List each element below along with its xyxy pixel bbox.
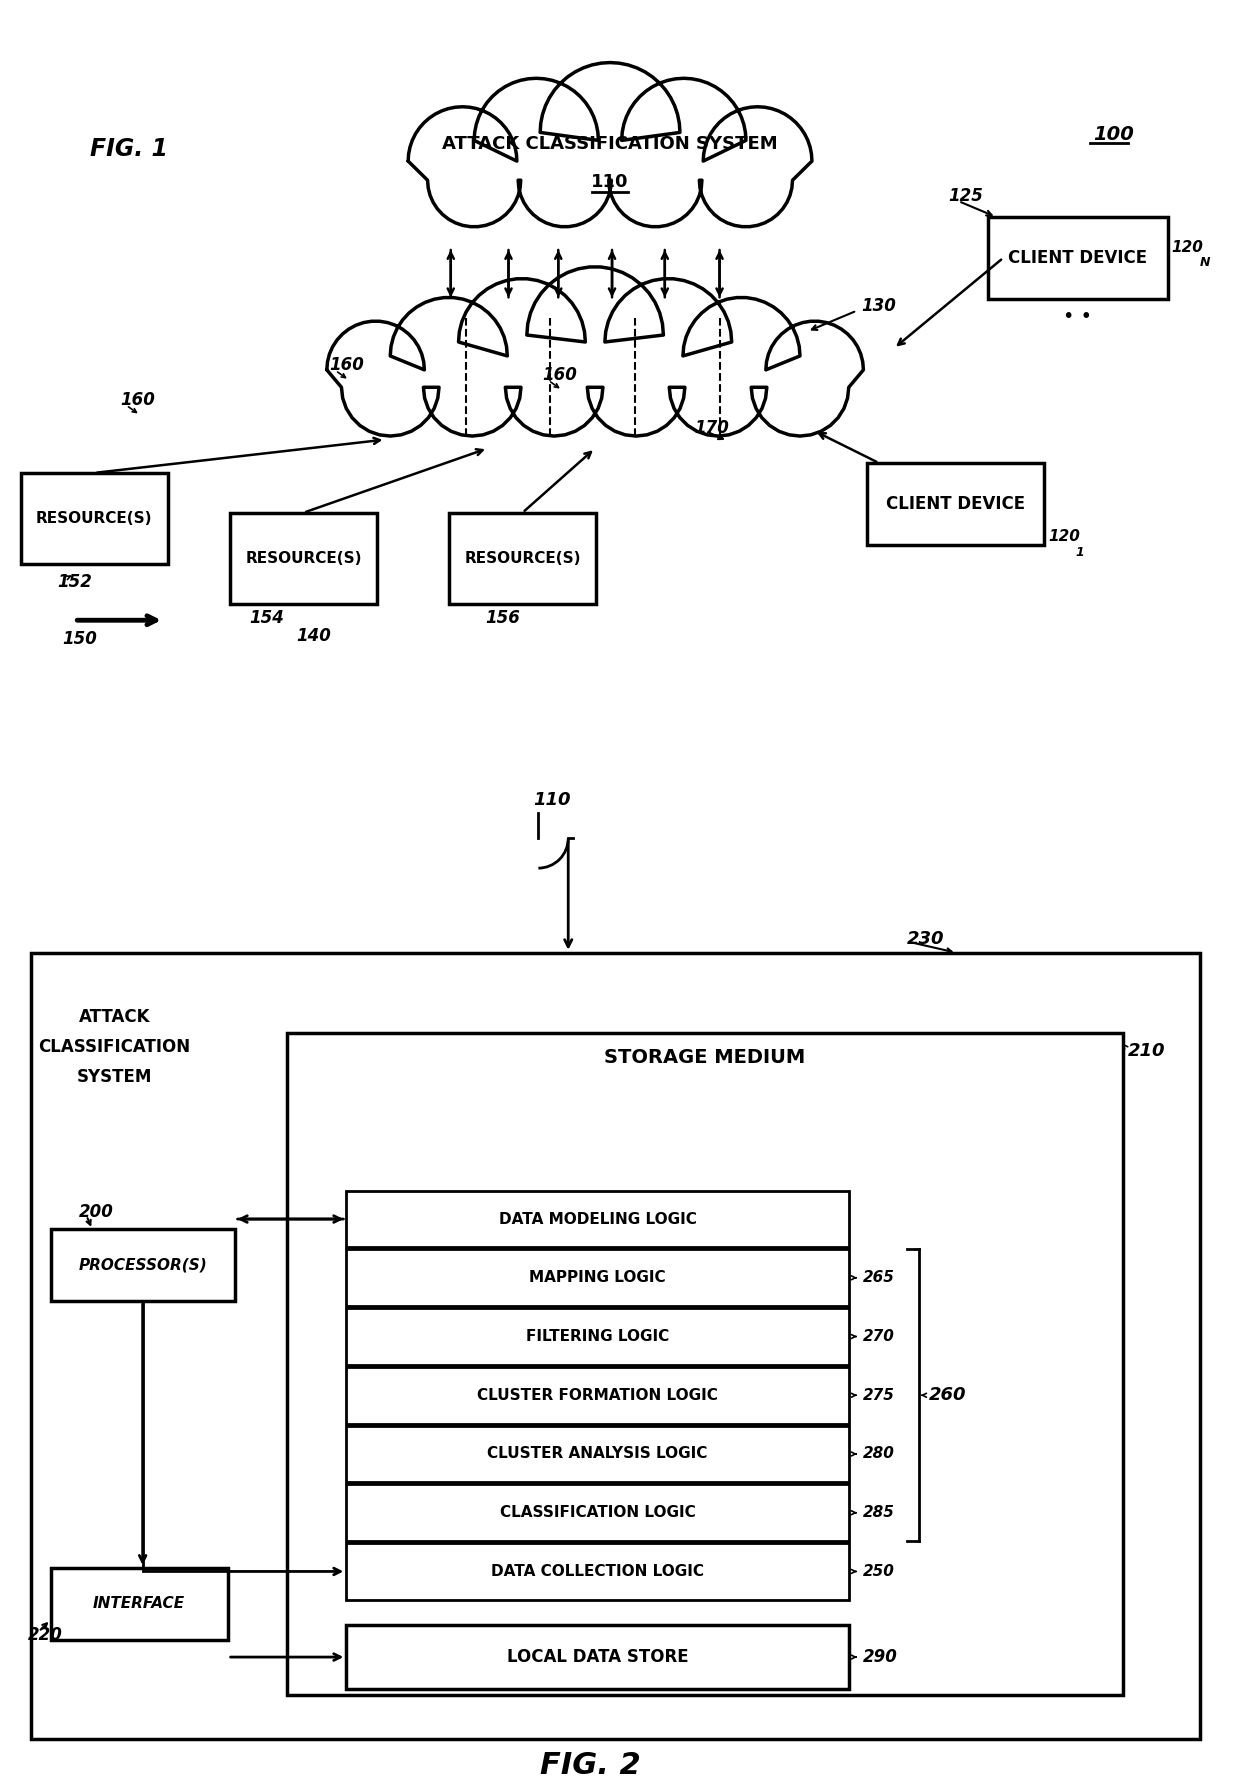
Text: MAPPING LOGIC: MAPPING LOGIC bbox=[529, 1270, 666, 1286]
Text: 120: 120 bbox=[1048, 528, 1080, 544]
Text: 125: 125 bbox=[949, 186, 983, 206]
Text: 100: 100 bbox=[1092, 125, 1133, 143]
Polygon shape bbox=[327, 267, 863, 435]
Text: DATA MODELING LOGIC: DATA MODELING LOGIC bbox=[498, 1211, 697, 1227]
Text: CLASSIFICATION: CLASSIFICATION bbox=[38, 1039, 190, 1057]
Text: ATTACK CLASSIFICATION SYSTEM: ATTACK CLASSIFICATION SYSTEM bbox=[443, 136, 777, 154]
Text: 290: 290 bbox=[863, 1648, 898, 1666]
Text: 152: 152 bbox=[57, 573, 93, 591]
Text: CLIENT DEVICE: CLIENT DEVICE bbox=[885, 494, 1025, 512]
Bar bbox=[346, 1426, 849, 1483]
Text: CLIENT DEVICE: CLIENT DEVICE bbox=[1008, 249, 1147, 267]
Bar bbox=[346, 1485, 849, 1540]
Text: DATA COLLECTION LOGIC: DATA COLLECTION LOGIC bbox=[491, 1564, 704, 1580]
Text: FILTERING LOGIC: FILTERING LOGIC bbox=[526, 1329, 670, 1343]
Bar bbox=[229, 512, 377, 604]
Text: 260: 260 bbox=[929, 1386, 966, 1404]
Polygon shape bbox=[408, 63, 812, 227]
Bar bbox=[346, 1544, 849, 1599]
Text: FIG. 1: FIG. 1 bbox=[91, 138, 169, 161]
Text: 275: 275 bbox=[863, 1388, 895, 1402]
Text: 140: 140 bbox=[296, 627, 331, 645]
Text: STORAGE MEDIUM: STORAGE MEDIUM bbox=[604, 1048, 805, 1067]
Text: 160: 160 bbox=[120, 390, 155, 408]
Text: RESOURCE(S): RESOURCE(S) bbox=[36, 510, 153, 527]
Text: 120: 120 bbox=[1172, 240, 1203, 256]
Text: CLUSTER ANALYSIS LOGIC: CLUSTER ANALYSIS LOGIC bbox=[487, 1447, 708, 1461]
Text: 170: 170 bbox=[694, 419, 729, 437]
Text: CLUSTER FORMATION LOGIC: CLUSTER FORMATION LOGIC bbox=[477, 1388, 718, 1402]
Text: RESOURCE(S): RESOURCE(S) bbox=[464, 552, 580, 566]
Text: • •: • • bbox=[1064, 306, 1092, 326]
Text: 210: 210 bbox=[1127, 1042, 1166, 1060]
Text: 270: 270 bbox=[863, 1329, 895, 1343]
Bar bbox=[346, 1367, 849, 1424]
Text: ATTACK: ATTACK bbox=[78, 1008, 150, 1026]
Text: 156: 156 bbox=[486, 609, 521, 627]
Text: CLASSIFICATION LOGIC: CLASSIFICATION LOGIC bbox=[500, 1504, 696, 1521]
Text: 110: 110 bbox=[591, 174, 629, 192]
Text: RESOURCE(S): RESOURCE(S) bbox=[246, 552, 362, 566]
Bar bbox=[867, 462, 1044, 544]
Bar bbox=[31, 953, 1200, 1739]
Bar bbox=[346, 1307, 849, 1365]
Text: 265: 265 bbox=[863, 1270, 895, 1286]
Bar bbox=[449, 512, 596, 604]
Text: 200: 200 bbox=[78, 1202, 113, 1221]
Text: 130: 130 bbox=[861, 297, 895, 315]
Bar bbox=[21, 473, 169, 564]
Bar bbox=[346, 1624, 849, 1689]
Text: 1: 1 bbox=[1076, 546, 1085, 559]
Text: INTERFACE: INTERFACE bbox=[93, 1596, 185, 1612]
Text: 230: 230 bbox=[906, 930, 944, 947]
Text: 110: 110 bbox=[533, 792, 570, 810]
Text: FIG. 2: FIG. 2 bbox=[539, 1750, 641, 1780]
Text: LOCAL DATA STORE: LOCAL DATA STORE bbox=[507, 1648, 688, 1666]
Text: 285: 285 bbox=[863, 1504, 895, 1521]
Bar bbox=[988, 217, 1168, 299]
Text: PROCESSOR(S): PROCESSOR(S) bbox=[78, 1257, 207, 1273]
Text: SYSTEM: SYSTEM bbox=[77, 1067, 153, 1085]
Text: 250: 250 bbox=[863, 1564, 895, 1580]
Bar bbox=[346, 1250, 849, 1306]
Text: N: N bbox=[1199, 256, 1210, 269]
Text: 154: 154 bbox=[249, 609, 284, 627]
Text: 160: 160 bbox=[542, 367, 578, 385]
Text: 280: 280 bbox=[863, 1447, 895, 1461]
Text: 220: 220 bbox=[27, 1626, 62, 1644]
Bar bbox=[346, 1191, 849, 1247]
Bar bbox=[286, 1033, 1122, 1696]
Bar bbox=[51, 1229, 234, 1302]
Bar bbox=[51, 1567, 228, 1639]
Text: 150: 150 bbox=[62, 630, 98, 648]
Text: 160: 160 bbox=[330, 356, 365, 374]
